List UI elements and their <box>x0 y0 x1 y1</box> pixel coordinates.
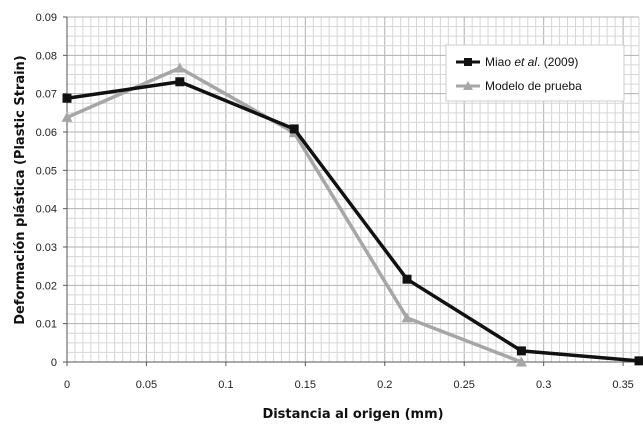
legend-label-modelo: Modelo de prueba <box>485 79 582 93</box>
x-tick-label: 0.3 <box>536 379 551 391</box>
y-tick-labels: 0 0.01 0.02 0.03 0.04 0.05 0.06 0.07 0.08 0.09 <box>36 12 67 369</box>
y-tick-label: 0.03 <box>36 242 57 254</box>
y-tick-label: 0.04 <box>36 204 57 216</box>
series-miao <box>62 77 643 366</box>
y-tick-label: 0.07 <box>36 89 57 101</box>
x-tick-label: 0.2 <box>377 379 392 391</box>
legend-label-miao: Miao et al. (2009) <box>485 55 578 69</box>
y-tick-label: 0 <box>51 357 57 369</box>
data-point <box>289 124 299 134</box>
x-tick-labels: 0 0.05 0.1 0.15 0.2 0.25 0.3 0.35 <box>64 362 634 391</box>
x-tick-label: 0.15 <box>295 379 316 391</box>
data-point <box>516 346 526 356</box>
y-tick-label: 0.06 <box>36 127 57 139</box>
x-tick-label: 0.05 <box>136 379 157 391</box>
legend-label-miao-italic: et al <box>514 55 537 69</box>
data-point <box>515 356 527 367</box>
y-axis-title: Deformación plástica (Plastic Strain) <box>13 55 28 325</box>
y-tick-label: 0.01 <box>36 319 57 331</box>
data-point <box>634 356 643 366</box>
data-point <box>402 274 412 284</box>
legend-label-miao-part1: Miao <box>485 55 514 69</box>
x-tick-label: 0.1 <box>218 379 233 391</box>
legend-marker-miao <box>464 58 472 66</box>
legend: Miao et al. (2009) Modelo de prueba <box>445 44 625 102</box>
series-line <box>66 80 640 363</box>
y-tick-label: 0.05 <box>36 165 57 177</box>
x-axis-title: Distancia al origen (mm) <box>262 407 443 422</box>
y-tick-label: 0.02 <box>36 280 57 292</box>
y-tick-label: 0.08 <box>36 50 57 62</box>
x-tick-label: 0 <box>64 379 70 391</box>
legend-box <box>445 44 625 102</box>
data-point <box>61 111 73 122</box>
legend-label-miao-part3: . (2009) <box>537 55 578 69</box>
legend-marker-modelo <box>463 81 473 90</box>
data-point <box>401 312 413 323</box>
x-tick-label: 0.25 <box>454 379 475 391</box>
data-point <box>62 93 72 103</box>
y-tick-label: 0.09 <box>36 12 57 24</box>
data-point <box>174 62 186 73</box>
data-point <box>175 77 185 87</box>
series <box>61 62 643 367</box>
x-tick-label: 0.35 <box>612 379 633 391</box>
